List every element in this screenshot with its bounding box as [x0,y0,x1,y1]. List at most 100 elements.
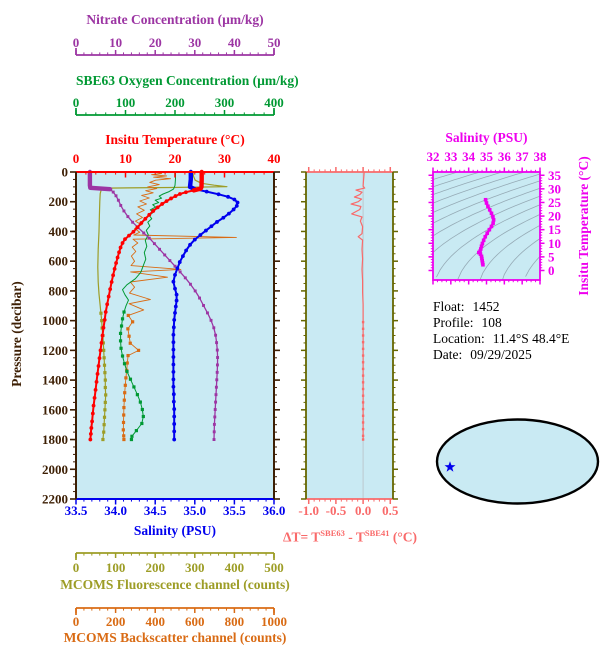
date-label: Date: [433,347,463,362]
location-value: 11.4°S 48.4°E [492,331,570,346]
svg-text:400: 400 [145,614,165,629]
svg-text:50: 50 [268,35,281,50]
svg-text:1400: 1400 [42,373,68,388]
svg-text:1000: 1000 [261,614,287,629]
svg-text:36.0: 36.0 [263,503,286,518]
svg-text:800: 800 [225,614,245,629]
svg-text:10: 10 [548,236,561,251]
svg-text:20: 20 [548,209,561,224]
svg-text:20: 20 [149,35,162,50]
delta-t-sup1: SBE63 [320,528,345,538]
svg-text:500: 500 [264,560,284,575]
salinity-axis-title: Salinity (PSU) [133,523,217,538]
series-nitrate [87,169,220,441]
svg-text:-0.5: -0.5 [326,503,347,518]
svg-text:33.5: 33.5 [65,503,88,518]
delta-t-suffix: (°C) [389,529,417,545]
main-frame: 0 10 20 30 40 33.5 34.0 34.5 35.0 35.5 36.0 0 200 400… [42,151,285,518]
float-info-block: Float: 1452 Profile: 108 Location: 11.4°S 4… [433,299,569,363]
backscatter-axis-title: MCOMS Backscatter channel (counts) [63,630,287,645]
svg-text:35: 35 [480,149,494,164]
pressure-axis-title: Pressure (decibar) [9,281,24,387]
delta-t-axis-title: ΔT= TSBE63 - TSBE41 (°C) [281,524,419,547]
series-fluorescence [97,171,228,442]
profile-value: 108 [481,315,502,330]
svg-text:35.0: 35.0 [183,503,206,518]
svg-text:0: 0 [73,95,80,110]
delta-t-prefix: ΔT= T [283,529,321,545]
svg-text:40: 40 [268,151,281,166]
svg-text:30: 30 [188,35,201,50]
svg-text:38: 38 [534,149,548,164]
svg-text:800: 800 [49,283,69,298]
svg-text:600: 600 [185,614,205,629]
svg-text:2200: 2200 [42,492,68,507]
svg-text:2000: 2000 [42,462,68,477]
nitrate-axis: 0 10 20 30 40 50 [73,35,281,56]
svg-text:15: 15 [548,222,562,237]
nitrate-axis-title: Nitrate Concentration (µm/kg) [86,12,264,27]
svg-text:34.0: 34.0 [104,503,127,518]
profile-label: Profile: [433,315,474,330]
oxygen-axis-title: SBE63 Oxygen Concentration (µm/kg) [76,73,299,88]
svg-text:0.0: 0.0 [355,503,371,518]
svg-text:30: 30 [548,181,561,196]
location-label: Location: [433,331,485,346]
series-temperature [88,169,204,442]
world-map [435,418,600,505]
svg-text:200: 200 [165,95,185,110]
svg-text:30: 30 [218,151,231,166]
svg-text:400: 400 [264,95,284,110]
svg-text:200: 200 [145,560,165,575]
svg-text:10: 10 [109,35,122,50]
main-profile-panel: 0 10 20 30 40 33.5 34.0 34.5 35.0 35.5 36.0 0 200 400… [42,151,285,518]
ts-temperature-axis-title: Insitu Temperature (°C) [576,156,591,296]
svg-text:300: 300 [215,95,235,110]
date-value: 09/29/2025 [470,347,532,362]
svg-text:0: 0 [73,614,80,629]
float-location-star [444,461,456,472]
svg-text:0: 0 [62,165,69,180]
svg-text:0: 0 [73,35,80,50]
fluorescence-axis-title: MCOMS Fluorescence channel (counts) [60,577,290,592]
delta-t-panel: -1.0 -0.5 0.0 0.5 [298,167,399,518]
svg-text:25: 25 [548,195,562,210]
series-salinity [171,169,240,442]
temperature-axis-title: Insitu Temperature (°C) [105,132,245,147]
svg-text:40: 40 [228,35,241,50]
svg-text:400: 400 [49,224,69,239]
float-value: 1452 [472,299,500,314]
backscatter-axis: 0 200 400 600 800 1000 [73,607,287,629]
svg-text:1800: 1800 [42,432,68,447]
isopycnal-contours [433,172,540,280]
svg-text:36: 36 [498,149,512,164]
svg-text:200: 200 [106,614,126,629]
svg-text:0: 0 [73,560,80,575]
svg-text:10: 10 [119,151,132,166]
svg-text:34: 34 [462,149,476,164]
svg-text:33: 33 [444,149,458,164]
fluorescence-axis: 0 100 200 300 400 500 [73,552,284,575]
svg-text:100: 100 [106,560,126,575]
series-backscatter [121,171,237,442]
svg-text:200: 200 [49,194,69,209]
series-oxygen [118,171,176,442]
oxygen-axis: 0 100 200 300 400 [73,95,284,116]
svg-text:-1.0: -1.0 [298,503,319,518]
delta-t-sup2: SBE41 [364,528,390,538]
svg-text:1600: 1600 [42,402,68,417]
svg-text:5: 5 [548,249,555,264]
svg-text:35: 35 [548,168,562,183]
float-label: Float: [433,299,465,314]
svg-text:0.5: 0.5 [382,503,399,518]
svg-text:34.5: 34.5 [144,503,167,518]
svg-text:32: 32 [427,149,440,164]
svg-text:37: 37 [516,149,530,164]
svg-text:100: 100 [116,95,136,110]
ts-salinity-axis-title: Salinity (PSU) [445,130,528,145]
svg-text:0: 0 [73,151,80,166]
svg-text:1000: 1000 [42,313,68,328]
delta-t-mid: - T [344,529,365,545]
svg-text:35.5: 35.5 [223,503,246,518]
